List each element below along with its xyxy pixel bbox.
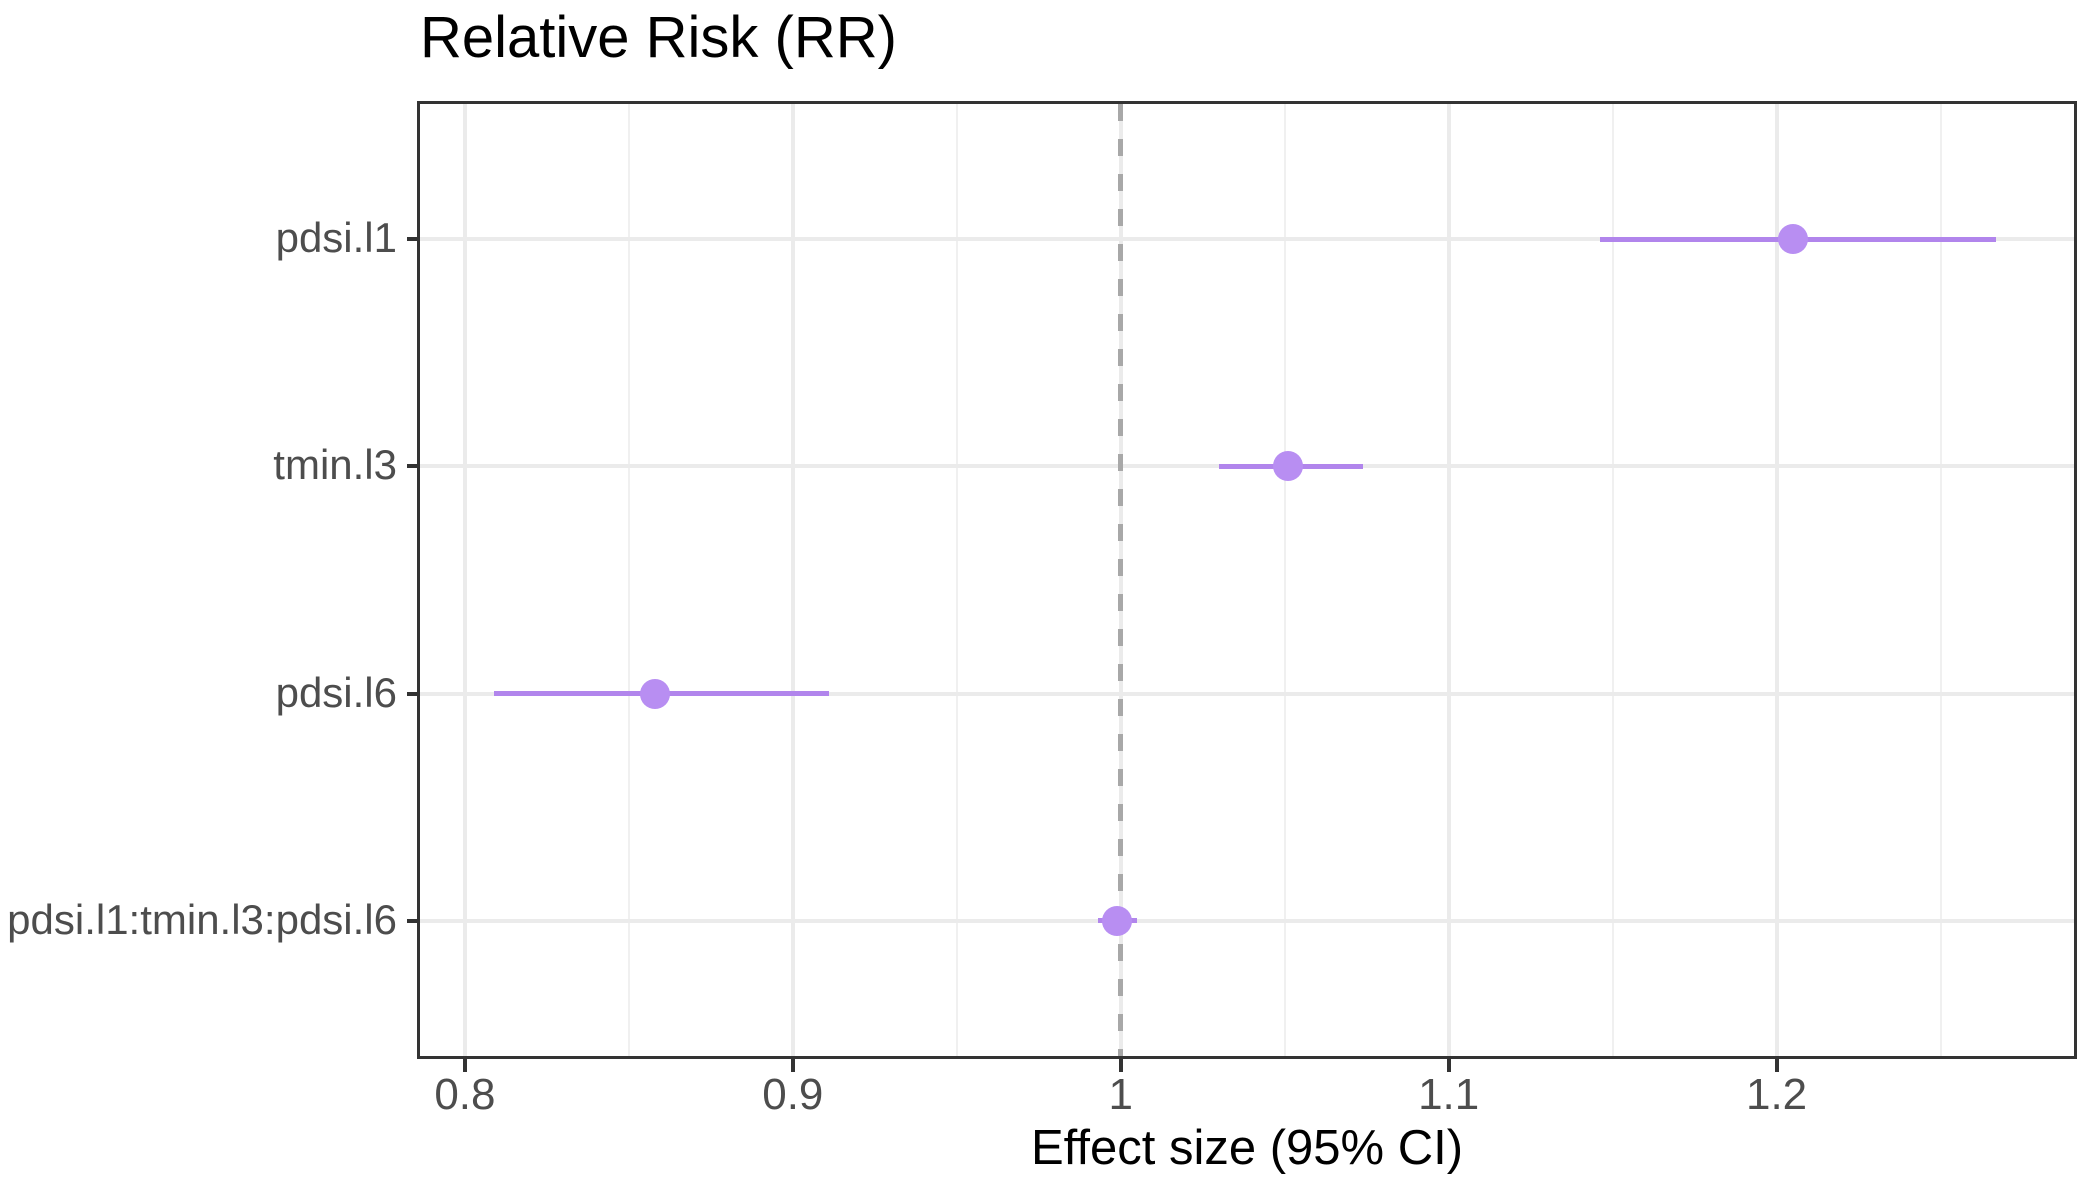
- x-tick: [1118, 1059, 1123, 1072]
- x-tick: [1774, 1059, 1779, 1072]
- y-axis-label: tmin.l3: [273, 441, 397, 489]
- x-tick: [790, 1059, 795, 1072]
- x-tick: [1446, 1059, 1451, 1072]
- reference-line: [1118, 104, 1124, 1056]
- y-tick: [407, 918, 419, 923]
- gridline-major-horizontal: [420, 918, 2074, 923]
- gridline-major-horizontal: [420, 691, 2074, 696]
- plot-title: Relative Risk (RR): [420, 5, 897, 70]
- point-marker: [1102, 905, 1133, 936]
- point-marker: [1777, 224, 1808, 255]
- gridline-major-vertical: [1446, 104, 1451, 1056]
- gridline-minor-vertical: [955, 104, 958, 1056]
- gridline-minor-vertical: [627, 104, 630, 1056]
- gridline-major-vertical: [462, 104, 467, 1056]
- plot-panel: [417, 101, 2077, 1059]
- y-tick: [407, 464, 419, 469]
- gridline-major-horizontal: [420, 237, 2074, 242]
- x-axis-title: Effect size (95% CI): [1030, 1121, 1464, 1175]
- point-marker: [1272, 451, 1303, 482]
- y-axis-label: pdsi.l6: [275, 668, 397, 716]
- gridline-minor-vertical: [1611, 104, 1614, 1056]
- x-tick-label: 0.9: [762, 1070, 824, 1119]
- x-tick-label: 1: [1108, 1070, 1133, 1119]
- y-tick: [407, 237, 419, 242]
- gridline-major-vertical: [790, 104, 795, 1056]
- x-tick-label: 1.1: [1418, 1070, 1480, 1119]
- gridline-major-vertical: [1774, 104, 1779, 1056]
- y-tick: [407, 691, 419, 696]
- x-tick: [462, 1059, 467, 1072]
- y-axis-label: pdsi.l1: [275, 214, 397, 262]
- gridline-minor-vertical: [1283, 104, 1286, 1056]
- x-tick-label: 0.8: [434, 1070, 496, 1119]
- gridline-minor-vertical: [1939, 104, 1942, 1056]
- y-axis-label: pdsi.l1:tmin.l3:pdsi.l6: [7, 895, 397, 943]
- point-marker: [640, 678, 671, 709]
- x-tick-label: 1.2: [1745, 1070, 1808, 1119]
